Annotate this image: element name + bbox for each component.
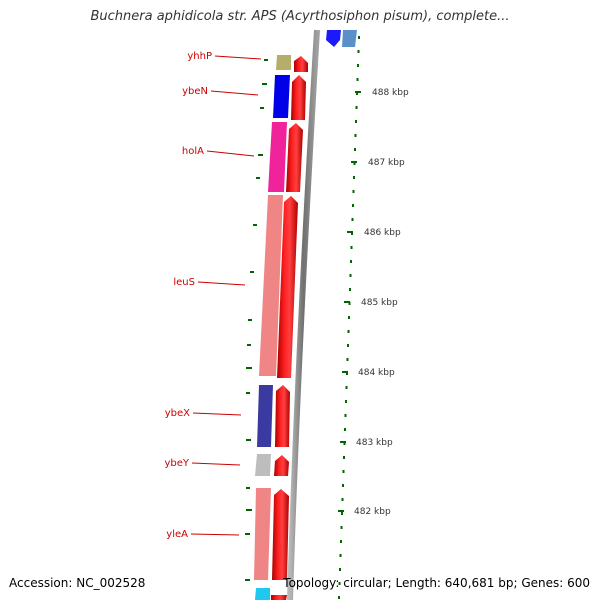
cds-block-top-1 bbox=[326, 30, 341, 47]
cds-block-top-2 bbox=[342, 30, 357, 47]
gene-label-leuS[interactable]: leuS bbox=[173, 277, 195, 288]
gene-block-ybeN bbox=[273, 75, 290, 118]
scale-dot bbox=[344, 414, 347, 417]
scale-dot bbox=[356, 92, 358, 95]
scale-dot bbox=[357, 50, 360, 53]
scale-dot bbox=[353, 176, 355, 179]
scale-dot bbox=[340, 526, 343, 529]
gene-block-yhhP bbox=[276, 55, 291, 70]
scale-dot bbox=[348, 302, 351, 305]
scale-dot bbox=[350, 260, 352, 263]
scale-dot bbox=[345, 386, 348, 389]
leader-yhhP bbox=[214, 55, 262, 60]
scale-dot bbox=[351, 232, 353, 235]
leader-ybeY bbox=[191, 462, 241, 466]
gene-block-leuS bbox=[259, 195, 283, 376]
gene-block-holA bbox=[268, 122, 287, 192]
accession-text: Accession: NC_002528 bbox=[9, 576, 146, 590]
scale-label-488: 488 kbp bbox=[372, 88, 409, 98]
scale-label-485: 485 kbp bbox=[361, 298, 398, 308]
genome-backbone bbox=[287, 29, 320, 600]
scale-dot bbox=[338, 582, 341, 585]
map-title: Buchnera aphidicola str. APS (Acyrthosip… bbox=[90, 9, 510, 24]
scale-dot bbox=[341, 498, 344, 501]
scale-dot bbox=[347, 344, 349, 347]
scale-dot bbox=[345, 400, 347, 403]
gene-label-holA[interactable]: holA bbox=[182, 146, 204, 157]
scale-dot bbox=[351, 218, 354, 221]
scale-dots bbox=[338, 36, 360, 599]
scale-dot bbox=[339, 554, 342, 557]
gene-label-ybeX[interactable]: ybeX bbox=[165, 408, 190, 419]
gene-block-ybeY bbox=[255, 454, 271, 476]
leader-leuS bbox=[197, 281, 246, 286]
leader-ybeN bbox=[210, 90, 259, 96]
scale-dot bbox=[348, 316, 350, 319]
scale-dot bbox=[343, 442, 346, 445]
scale-dot bbox=[347, 330, 350, 333]
scale-major-ticks bbox=[338, 91, 361, 512]
scale-dot bbox=[346, 358, 349, 361]
gene-arrow-leuS bbox=[277, 196, 298, 378]
scale-dot bbox=[355, 120, 357, 123]
scale-dot bbox=[346, 372, 348, 375]
scale-dot bbox=[349, 288, 351, 291]
gene-arrow-bottom bbox=[271, 595, 287, 600]
scale-dot bbox=[339, 568, 341, 571]
scale-dot bbox=[356, 78, 359, 81]
gene-arrow-ybeN bbox=[291, 75, 306, 120]
scale-dot bbox=[357, 64, 359, 67]
scale-dot bbox=[358, 36, 360, 39]
scale-dot bbox=[338, 596, 340, 599]
gene-label-yhhP[interactable]: yhhP bbox=[187, 51, 212, 62]
gene-arrow-holA bbox=[286, 123, 303, 192]
scale-dot bbox=[354, 148, 356, 151]
left-tick-marks bbox=[245, 59, 268, 581]
summary-text: Topology: circular; Length: 640,681 bp; … bbox=[283, 576, 590, 590]
scale-dot bbox=[353, 162, 356, 165]
scale-dot bbox=[342, 470, 345, 473]
gene-label-ybeN[interactable]: ybeN bbox=[182, 86, 208, 97]
gene-arrow-ybeY bbox=[274, 455, 289, 476]
scale-dot bbox=[340, 540, 342, 543]
gene-block-ybeX bbox=[257, 385, 273, 447]
scale-dot bbox=[343, 456, 345, 459]
scale-dot bbox=[352, 204, 354, 207]
gene-block-yleA bbox=[254, 488, 271, 580]
gene-arrow-ybeX bbox=[275, 385, 290, 447]
scale-label-482: 482 kbp bbox=[354, 507, 391, 517]
scale-dot bbox=[342, 484, 344, 487]
scale-dot bbox=[352, 190, 355, 193]
scale-label-483: 483 kbp bbox=[356, 438, 393, 448]
gene-label-ybeY[interactable]: ybeY bbox=[164, 458, 189, 469]
scale-label-486: 486 kbp bbox=[364, 228, 401, 238]
scale-label-484: 484 kbp bbox=[358, 368, 395, 378]
scale-dot bbox=[355, 106, 358, 109]
leader-holA bbox=[206, 150, 255, 157]
scale-label-487: 487 kbp bbox=[368, 158, 405, 168]
gene-label-yleA[interactable]: yleA bbox=[166, 529, 188, 540]
scale-dot bbox=[350, 246, 353, 249]
leader-ybeX bbox=[192, 412, 242, 416]
leader-yleA bbox=[190, 533, 240, 536]
scale-dot bbox=[341, 512, 343, 515]
scale-dot bbox=[344, 428, 346, 431]
gene-block-bottom-cyan bbox=[255, 588, 270, 600]
gene-arrow-yleA bbox=[272, 489, 289, 580]
scale-dot bbox=[354, 134, 357, 137]
scale-dot bbox=[349, 274, 352, 277]
gene-arrow-yhhP bbox=[294, 56, 308, 72]
